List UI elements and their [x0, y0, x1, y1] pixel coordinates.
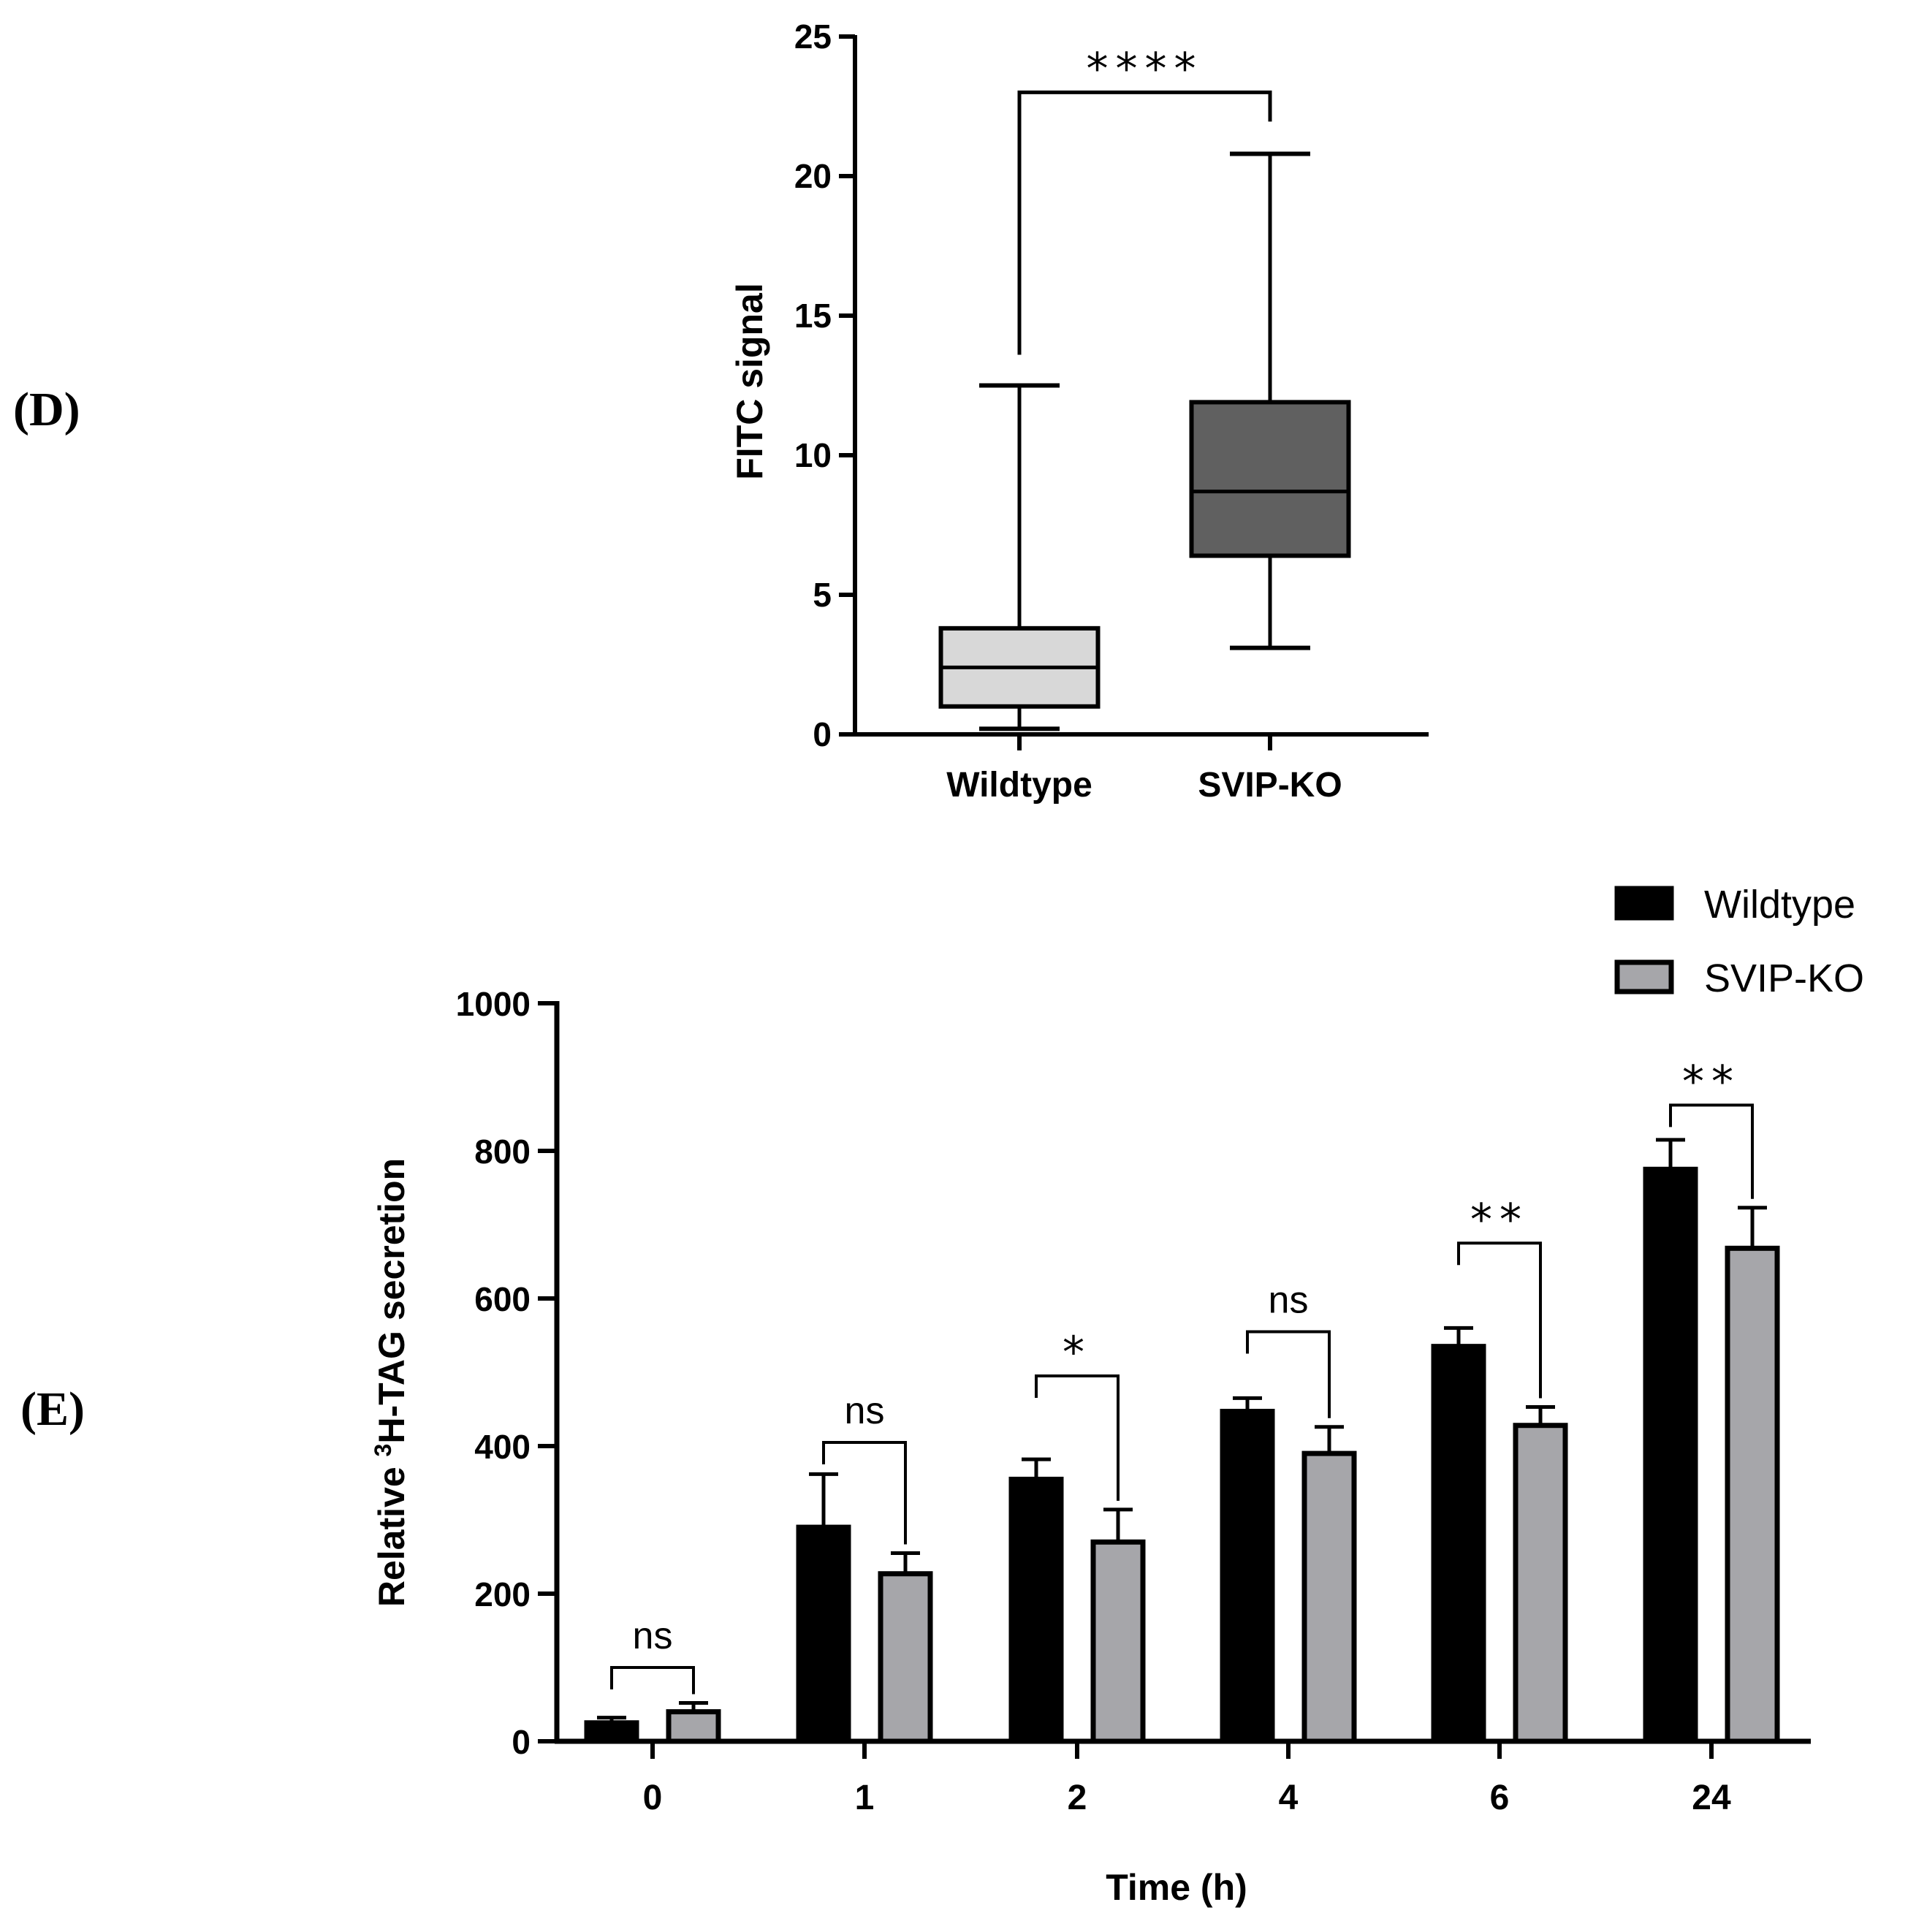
- d-y-tick-label: 20: [794, 157, 832, 195]
- e-significance-label: *: [1063, 1327, 1092, 1378]
- legend-swatch-svip-ko: [1614, 959, 1674, 994]
- d-y-tick-label: 15: [794, 297, 832, 335]
- d-y-tick-label: 0: [813, 715, 832, 753]
- e-significance-label: **: [1682, 1056, 1741, 1107]
- e-bar-wildtype: [1431, 1344, 1486, 1744]
- e-bar-svip-ko: [878, 1571, 933, 1744]
- e-significance-bracket: [822, 1440, 907, 1545]
- e-bar-svip-ko: [666, 1709, 721, 1744]
- d-y-tick-label: 5: [813, 576, 832, 614]
- e-bar-wildtype: [796, 1524, 851, 1744]
- e-significance-label: ns: [633, 1615, 673, 1657]
- e-category-label: 24: [1692, 1779, 1731, 1817]
- e-significance-label: **: [1470, 1194, 1529, 1245]
- e-y-tick-label: 800: [474, 1133, 531, 1171]
- d-y-axis-title: FITC signal: [729, 283, 770, 479]
- d-category-label: Wildtype: [946, 766, 1092, 805]
- e-y-tick-label: 0: [512, 1723, 531, 1761]
- e-bar-wildtype: [584, 1720, 639, 1744]
- e-significance-bracket: [1457, 1241, 1542, 1399]
- e-category-label: 2: [1068, 1779, 1087, 1817]
- bar-chart-e: Relative 3H-TAG secretion Time (h) 0 200 4…: [370, 883, 1864, 1908]
- e-y-axis-title-superscript: 3: [370, 1444, 396, 1457]
- e-bar-svip-ko: [1725, 1245, 1780, 1744]
- e-y-axis-title-main: Relative: [371, 1456, 412, 1607]
- e-bar-wildtype: [1220, 1409, 1275, 1744]
- e-category-label: 0: [643, 1779, 663, 1817]
- d-box: [1189, 400, 1351, 558]
- d-significance-label: ****: [1087, 43, 1204, 94]
- e-significance-label: ns: [845, 1390, 885, 1432]
- e-y-tick-label: 1000: [456, 985, 531, 1023]
- d-y-tick-label: 25: [794, 18, 832, 56]
- e-category-label: 1: [855, 1779, 875, 1817]
- e-bar-wildtype: [1008, 1476, 1064, 1744]
- e-category-label: 6: [1490, 1779, 1510, 1817]
- panel-label-d: (D): [13, 383, 80, 436]
- panel-label-e: (E): [20, 1383, 85, 1436]
- e-category-label: 4: [1279, 1779, 1299, 1817]
- e-significance-bracket: [1246, 1330, 1331, 1418]
- e-significance-bracket: [1035, 1374, 1120, 1501]
- legend-label-svip-ko: SVIP-KO: [1704, 957, 1864, 1000]
- legend-swatch-wildtype: [1614, 886, 1674, 921]
- box-plot-d: FITC signal 0 5 10 15 20 25 Wildtype SVIP-KO ***…: [729, 18, 1429, 805]
- e-significance-label: ns: [1269, 1279, 1309, 1321]
- e-y-tick-label: 600: [474, 1280, 531, 1318]
- d-significance-bracket: [1017, 90, 1272, 355]
- e-bar-svip-ko: [1090, 1539, 1146, 1744]
- d-y-tick-label: 10: [794, 436, 832, 474]
- e-y-tick-label: 400: [474, 1428, 531, 1466]
- e-bar-svip-ko: [1513, 1423, 1568, 1744]
- e-y-axis-title-rest: H-TAG secretion: [371, 1158, 412, 1444]
- e-y-tick-label: 200: [474, 1575, 531, 1613]
- e-bar-svip-ko: [1301, 1450, 1357, 1744]
- e-x-axis-title: Time (h): [1106, 1867, 1247, 1908]
- e-y-axis-title: Relative 3H-TAG secretion: [370, 1158, 412, 1607]
- e-significance-bracket: [1669, 1103, 1754, 1199]
- e-bar-wildtype: [1643, 1166, 1698, 1744]
- e-significance-bracket: [610, 1666, 695, 1695]
- d-category-label: SVIP-KO: [1198, 766, 1342, 805]
- legend-label-wildtype: Wildtype: [1704, 883, 1855, 927]
